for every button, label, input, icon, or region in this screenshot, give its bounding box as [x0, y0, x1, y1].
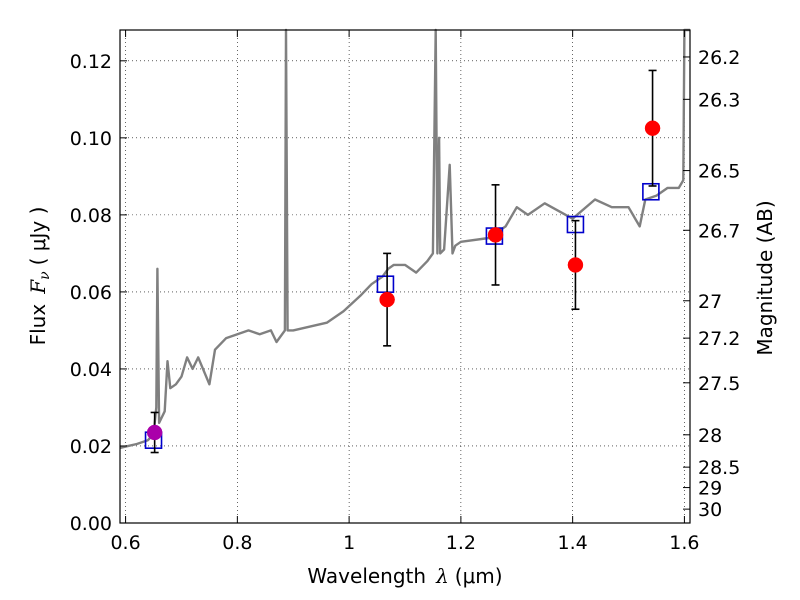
y2-tick-label: 30	[698, 499, 722, 521]
y2-tick-label: 26.7	[698, 220, 740, 242]
x-tick-label: 1.6	[669, 532, 699, 554]
data-point-marker	[487, 227, 504, 243]
x-axis-symbol: λ	[435, 564, 449, 588]
y2-tick-label: 27.2	[698, 328, 740, 350]
x-axis-title-text: Wavelength	[307, 564, 426, 588]
y2-tick-label: 27.5	[698, 373, 740, 395]
x-axis-unit: (μm)	[455, 564, 503, 588]
y-axis-subscript: ν	[37, 271, 53, 280]
data-point-marker	[644, 120, 661, 136]
y-tick-label: 0.12	[70, 51, 112, 73]
y-axis-symbol: F	[26, 279, 50, 295]
y-axis-title: Flux Fν ( μJy )	[26, 207, 53, 346]
spectrum-layer	[119, 28, 690, 450]
x-tick-label: 0.8	[222, 532, 252, 554]
y-tick-label: 0.06	[70, 282, 112, 304]
y2-tick-label: 26.2	[698, 47, 740, 69]
y2-tick-label: 29	[698, 478, 722, 500]
y2-tick-label: 28.5	[698, 457, 740, 479]
tick-layer: 0.6 0.8 1 1.2 1.4 1.6 0.00 0.02 0.04 0.06 0.08 0.10…	[70, 30, 740, 554]
y2-tick-label: 26.5	[698, 161, 740, 183]
marker-layer	[144, 69, 661, 454]
x-tick-label: 1	[343, 532, 355, 554]
y-tick-label: 0.02	[70, 436, 112, 458]
grid-lines	[120, 30, 690, 524]
x-axis-title: Wavelength λ (μm)	[307, 564, 502, 588]
y-tick-label: 0.08	[70, 205, 112, 227]
y-axis-title-text: Flux	[26, 304, 50, 346]
y-tick-label: 0.00	[70, 513, 112, 535]
y-tick-label: 0.10	[70, 128, 112, 150]
y2-tick-label: 26.3	[698, 89, 740, 111]
x-tick-label: 1.4	[558, 532, 588, 554]
y2-tick-label: 27	[698, 291, 722, 313]
y2-axis-title: Magnitude (AB)	[753, 200, 777, 355]
y-tick-label: 0.04	[70, 359, 112, 381]
spectrum-line	[119, 28, 690, 450]
data-point-marker	[567, 257, 584, 273]
data-point-marker	[146, 424, 163, 441]
data-point-marker	[379, 291, 395, 308]
y2-tick-label: 28	[698, 425, 722, 447]
y-axis-unit: ( μJy )	[26, 207, 50, 266]
x-tick-label: 0.6	[110, 532, 140, 554]
model-square-marker	[642, 182, 660, 201]
plot-frame	[119, 29, 691, 524]
x-tick-label: 1.2	[446, 532, 476, 554]
